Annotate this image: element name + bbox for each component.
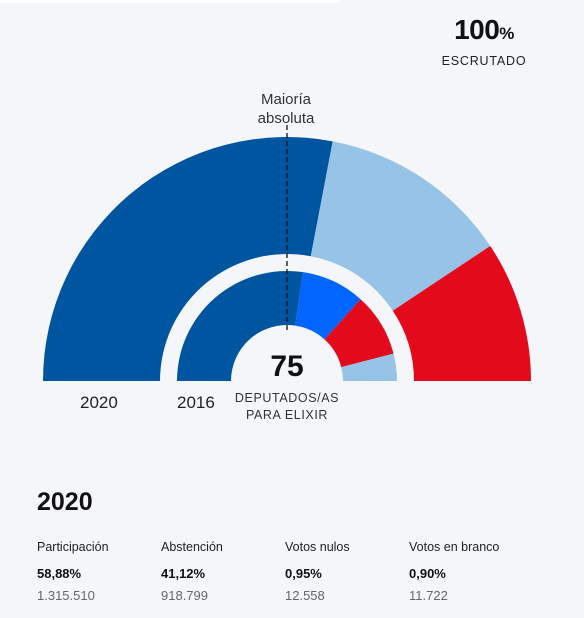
- stat-percent: 0,90%: [409, 566, 446, 581]
- majority-label-line1: Maioría: [260, 91, 312, 108]
- stat-count: 12.558: [285, 588, 325, 603]
- majority-label-line2: absoluta: [257, 110, 315, 127]
- seats-center: 75 DEPUTADOS/AS PARA ELIXIR: [220, 350, 354, 424]
- ring-2016-segment-1: [177, 270, 304, 381]
- stat-name: Votos nulos: [285, 540, 350, 554]
- ring-2016-segment-2: [295, 272, 361, 340]
- ring-2020-segment-1: [43, 136, 333, 381]
- outer-ring-year-label: 2020: [80, 393, 118, 412]
- scrutiny-value: 100: [454, 14, 500, 45]
- stat-participation: Participación 58,88% 1.315.510: [37, 540, 161, 603]
- stat-percent: 0,95%: [285, 566, 322, 581]
- hemicycle-chart: [43, 125, 531, 381]
- stat-count: 1.315.510: [37, 588, 95, 603]
- stat-null-votes: Votos nulos 0,95% 12.558: [285, 540, 409, 603]
- stat-abstention: Abstención 41,12% 918.799: [161, 540, 285, 603]
- stat-name: Participación: [37, 540, 109, 554]
- stats-row: Participación 58,88% 1.315.510 Abstenció…: [37, 540, 533, 603]
- stat-percent: 58,88%: [37, 566, 82, 581]
- stat-blank-votes: Votos en branco 0,90% 11.722: [409, 540, 533, 603]
- scrutiny-indicator: 100% ESCRUTADO: [424, 14, 544, 68]
- ring-2016: [177, 270, 397, 381]
- seats-label-line2: PARA ELIXIR: [245, 408, 329, 422]
- scrutiny-percent-sign: %: [499, 24, 514, 43]
- stats-title: 2020: [37, 488, 93, 516]
- ring-2016-segment-3: [324, 299, 394, 368]
- stat-count: 918.799: [161, 588, 208, 603]
- ring-2020: [43, 136, 531, 381]
- stat-count: 11.722: [409, 588, 448, 603]
- top-divider: [0, 0, 340, 3]
- ring-2020-segment-2: [310, 141, 491, 311]
- seats-label-line1: DEPUTADOS/AS: [234, 391, 340, 405]
- ring-2016-segment-4: [341, 353, 397, 381]
- stat-name: Votos en branco: [409, 540, 500, 554]
- majority-label: Maioría absoluta: [227, 90, 345, 128]
- scrutiny-label: ESCRUTADO: [441, 54, 527, 68]
- stat-percent: 41,12%: [161, 566, 206, 581]
- stat-name: Abstención: [161, 540, 223, 554]
- inner-ring-year-label: 2016: [177, 393, 215, 412]
- seats-number: 75: [270, 350, 304, 383]
- ring-2020-segment-3: [392, 245, 531, 381]
